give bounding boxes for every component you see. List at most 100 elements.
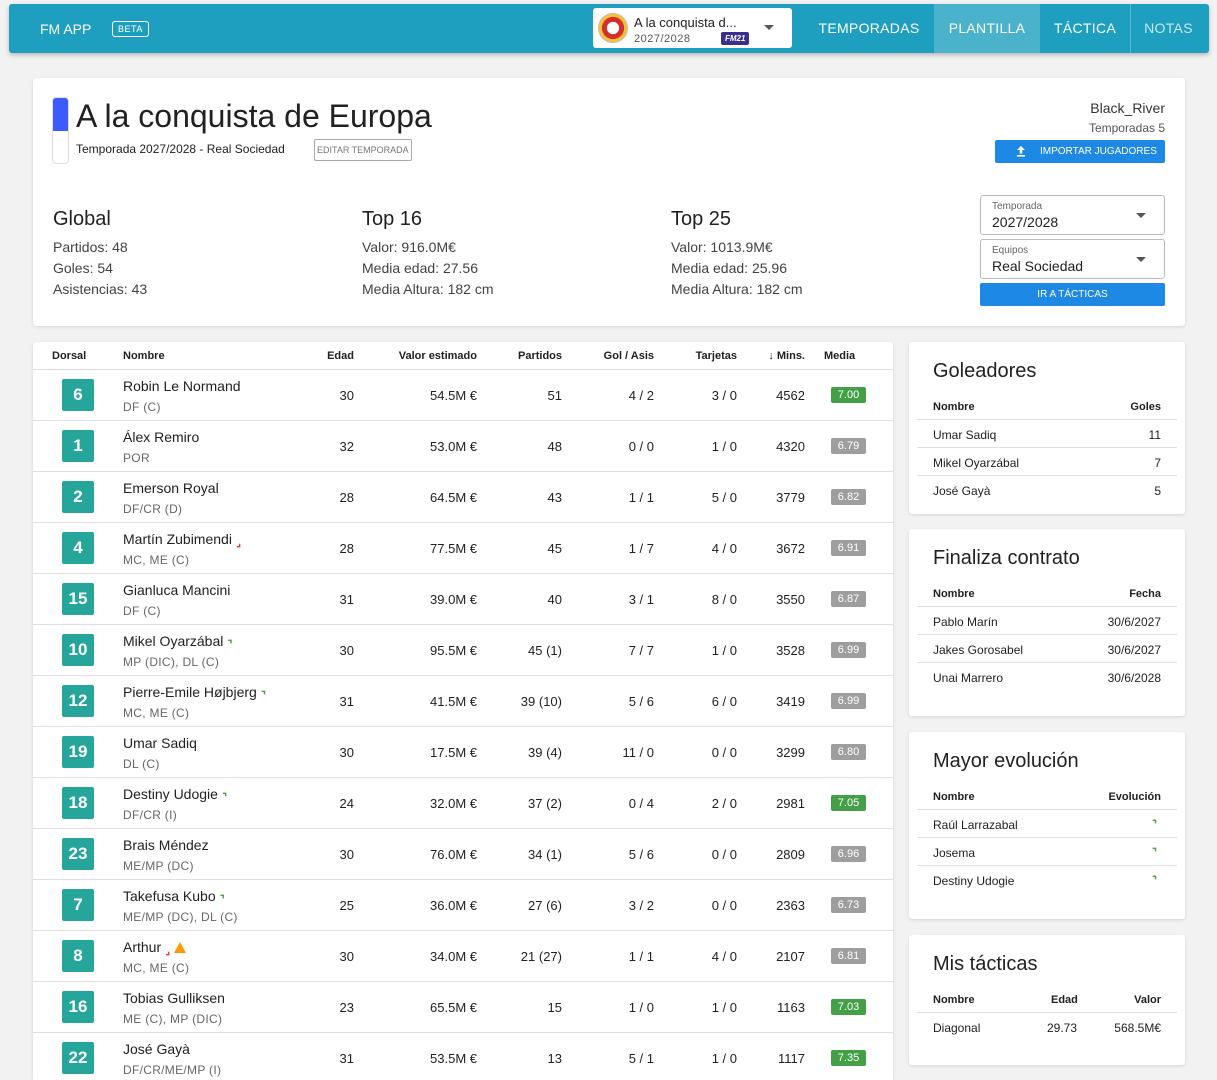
nav-notas[interactable]: NOTAS bbox=[1130, 4, 1206, 53]
player-name-cell[interactable]: Álex Remiro bbox=[123, 429, 199, 445]
player-position: MC, ME (C) bbox=[123, 961, 190, 975]
stat-line: Valor: 1013.9M€ bbox=[671, 239, 773, 255]
table-row[interactable]: 22 José Gayà DF/CR/ME/MP (I) 31 53.5M € 13 5 /… bbox=[33, 1033, 893, 1080]
col-dorsal[interactable]: Dorsal bbox=[52, 350, 87, 362]
table-row[interactable]: 23 Brais Méndez ME/MP (DC) 30 76.0M € 34 (1) 5… bbox=[33, 829, 893, 880]
col-partidos[interactable]: Partidos bbox=[517, 350, 562, 362]
list-item[interactable]: Raúl Larrazabal ⌝ bbox=[917, 810, 1177, 838]
nav-tactica[interactable]: TÁCTICA bbox=[1054, 20, 1116, 36]
table-row[interactable]: 12 Pierre-Emile Højbjerg ⌝ MC, ME (C) 31 41.5… bbox=[33, 676, 893, 727]
list-item[interactable]: Pablo Marín 30/6/2027 bbox=[917, 607, 1177, 635]
list-item[interactable]: Destiny Udogie ⌝ bbox=[917, 866, 1177, 894]
list-item[interactable]: Mikel Oyarzábal 7 bbox=[917, 448, 1177, 476]
col-tarjetas[interactable]: Tarjetas bbox=[695, 350, 737, 362]
table-row[interactable]: 16 Tobias Gulliksen ME (C), MP (DIC) 23 65.5… bbox=[33, 982, 893, 1033]
team-select[interactable]: Equipos Real Sociedad bbox=[980, 239, 1165, 279]
season-select-label: Temporada bbox=[992, 201, 1043, 212]
player-cards: 1 / 0 bbox=[711, 643, 737, 658]
player-position: MC, ME (C) bbox=[123, 553, 190, 567]
players-table: Dorsal Nombre Edad Valor estimado Partid… bbox=[33, 342, 893, 1080]
player-name-cell[interactable]: Emerson Royal bbox=[123, 480, 219, 496]
season-select[interactable]: Temporada 2027/2028 bbox=[980, 195, 1165, 235]
col-edad[interactable]: Edad bbox=[327, 350, 354, 362]
career-name: A la conquista d... bbox=[634, 15, 737, 30]
table-row[interactable]: 1 Álex Remiro POR 32 53.0M € 48 0 / 0 1 / 0 4320… bbox=[33, 421, 893, 472]
go-to-tactics-button[interactable]: IR A TÁCTICAS bbox=[980, 283, 1165, 306]
player-name-cell[interactable]: Destiny Udogie ⌝ bbox=[123, 786, 228, 804]
player-position: DF (C) bbox=[123, 400, 161, 414]
table-row[interactable]: 18 Destiny Udogie ⌝ DF/CR (I) 24 32.0M € 37 (2… bbox=[33, 778, 893, 829]
col-media[interactable]: Media bbox=[824, 350, 856, 362]
app-brand[interactable]: FM APP bbox=[40, 21, 92, 37]
table-row[interactable]: 15 Gianluca Mancini DF (C) 31 39.0M € 40 3 / 1… bbox=[33, 574, 893, 625]
list-item[interactable]: Diagonal 29.73 568.5M€ bbox=[917, 1013, 1177, 1041]
rating-badge: 6.99 bbox=[831, 693, 866, 709]
career-selector[interactable]: A la conquista d... 2027/2028 FM21 bbox=[593, 8, 792, 48]
beta-badge: BETA bbox=[112, 21, 149, 37]
evolution-name: Destiny Udogie bbox=[933, 874, 1015, 888]
player-name-cell[interactable]: Robin Le Normand bbox=[123, 378, 241, 394]
player-name-cell[interactable]: Pierre-Emile Højbjerg ⌝ bbox=[123, 684, 266, 702]
player-name-cell[interactable]: Arthur ⌟ bbox=[123, 939, 187, 957]
col-evolution: Evolución bbox=[1108, 791, 1161, 803]
col-golasis[interactable]: Gol / Asis bbox=[603, 350, 654, 362]
player-cards: 0 / 0 bbox=[711, 745, 737, 760]
player-name-cell[interactable]: Gianluca Mancini bbox=[123, 582, 230, 598]
contract-name: Jakes Gorosabel bbox=[933, 643, 1024, 657]
list-item[interactable]: Josema ⌝ bbox=[917, 838, 1177, 866]
player-name-cell[interactable]: José Gayà bbox=[123, 1041, 190, 1057]
tactic-name: Diagonal bbox=[933, 1021, 981, 1035]
rating-badge: 6.91 bbox=[831, 540, 866, 556]
table-row[interactable]: 19 Umar Sadiq DL (C) 30 17.5M € 39 (4) 11 / 0 0… bbox=[33, 727, 893, 778]
player-name-cell[interactable]: Brais Méndez bbox=[123, 837, 209, 853]
player-name-cell[interactable]: Umar Sadiq bbox=[123, 735, 197, 751]
player-position: DL (C) bbox=[123, 757, 160, 771]
table-row[interactable]: 4 Martín Zubimendi ⌟ MC, ME (C) 28 77.5M € 45 1… bbox=[33, 523, 893, 574]
col-nombre[interactable]: Nombre bbox=[123, 350, 165, 362]
table-row[interactable]: 10 Mikel Oyarzábal ⌝ MP (DIC), DL (C) 30 95.5… bbox=[33, 625, 893, 676]
list-item[interactable]: Unai Marrero 30/6/2028 bbox=[917, 663, 1177, 691]
edit-season-button[interactable]: EDITAR TEMPORADA bbox=[314, 139, 412, 161]
col-mins[interactable]: ↓ Mins. bbox=[768, 350, 805, 362]
nav-temporadas[interactable]: TEMPORADAS bbox=[818, 20, 920, 36]
shirt-number: 8 bbox=[62, 940, 94, 972]
nav-plantilla[interactable]: PLANTILLA bbox=[934, 4, 1040, 53]
player-name-cell[interactable]: Martín Zubimendi ⌟ bbox=[123, 531, 242, 549]
trend-up-icon: ⌝ bbox=[1151, 819, 1157, 831]
col-name: Nombre bbox=[933, 994, 975, 1006]
player-minutes: 4562 bbox=[776, 388, 805, 403]
contract-name: Unai Marrero bbox=[933, 671, 1004, 685]
table-row[interactable]: 2 Emerson Royal DF/CR (D) 28 64.5M € 43 1 / 1 5… bbox=[33, 472, 893, 523]
list-item[interactable]: Jakes Gorosabel 30/6/2027 bbox=[917, 635, 1177, 663]
col-age: Edad bbox=[1051, 994, 1078, 1006]
col-name: Nombre bbox=[933, 401, 975, 413]
evolution-card: Mayor evolución Nombre Evolución Raúl La… bbox=[909, 732, 1185, 919]
player-name: Martín Zubimendi bbox=[123, 531, 232, 547]
contract-date: 30/6/2027 bbox=[1107, 615, 1161, 629]
stat-title: Top 16 bbox=[362, 208, 423, 230]
player-name: Pierre-Emile Højbjerg bbox=[123, 684, 257, 700]
list-item[interactable]: José Gayà 5 bbox=[917, 476, 1177, 504]
player-name-cell[interactable]: Takefusa Kubo ⌝ bbox=[123, 888, 225, 906]
player-name-cell[interactable]: Tobias Gulliksen bbox=[123, 990, 225, 1006]
col-valor[interactable]: Valor estimado bbox=[398, 350, 477, 362]
table-row[interactable]: 6 Robin Le Normand DF (C) 30 54.5M € 51 4 / 2 3… bbox=[33, 370, 893, 421]
player-age: 30 bbox=[339, 847, 354, 862]
season-subtitle: Temporada 2027/2028 - Real Sociedad bbox=[76, 142, 285, 156]
table-row[interactable]: 8 Arthur ⌟ MC, ME (C) 30 34.0M € 21 (27) 1 / 1 4… bbox=[33, 931, 893, 982]
table-row[interactable]: 7 Takefusa Kubo ⌝ ME/MP (DC), DL (C) 25 36.0M… bbox=[33, 880, 893, 931]
player-value: 34.0M € bbox=[430, 949, 477, 964]
username: Black_River bbox=[1090, 100, 1165, 116]
player-cards: 4 / 0 bbox=[711, 949, 737, 964]
player-name-cell[interactable]: Mikel Oyarzábal ⌝ bbox=[123, 633, 233, 651]
trend-up-icon: ⌝ bbox=[1151, 875, 1157, 887]
player-age: 25 bbox=[339, 898, 354, 913]
trend-down-icon: ⌟ bbox=[235, 537, 242, 549]
scorer-goals: 5 bbox=[1154, 484, 1161, 498]
stat-line: Partidos: 48 bbox=[53, 239, 128, 255]
list-item[interactable]: Umar Sadiq 11 bbox=[917, 420, 1177, 448]
contract-date: 30/6/2027 bbox=[1107, 643, 1161, 657]
player-goals-assists: 5 / 6 bbox=[628, 847, 654, 862]
trend-up-icon: ⌝ bbox=[221, 792, 228, 804]
import-players-button[interactable]: IMPORTAR JUGADORES bbox=[995, 140, 1165, 163]
